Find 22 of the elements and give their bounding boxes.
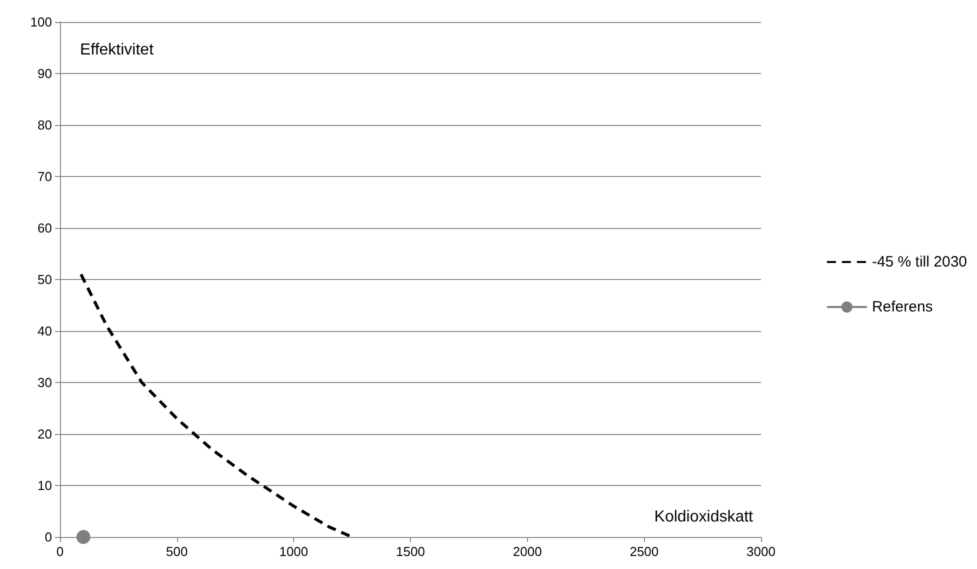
legend-label: -45 % till 2030 (872, 254, 968, 270)
y-tick-label: 0 (44, 530, 52, 544)
x-tick-label: 1000 (279, 544, 308, 559)
y-tick-label: 40 (38, 324, 52, 338)
y-tick-label: 20 (38, 426, 52, 442)
y-tick-label: 70 (38, 169, 52, 184)
x-tick-label: 1500 (396, 544, 425, 559)
x-tick-label: 0 (56, 544, 64, 559)
x-axis-title: Koldioxidskatt (654, 508, 754, 526)
y-tick-label: 90 (38, 66, 52, 81)
x-tick-label: 500 (166, 544, 188, 559)
legend-label: Referens (872, 298, 933, 316)
x-tick-label: 3000 (746, 544, 776, 559)
y-tick-label: 100 (30, 14, 52, 30)
y-axis-title: Effektivitet (80, 42, 154, 58)
y-tick-label: 30 (38, 375, 52, 390)
y-tick-label: 80 (38, 118, 52, 132)
y-tick-label: 60 (38, 220, 52, 236)
y-tick-label: 50 (38, 272, 52, 287)
x-tick-label: 2500 (630, 544, 659, 559)
x-tick-label: 2000 (512, 544, 542, 559)
y-tick-label: 10 (38, 478, 52, 493)
